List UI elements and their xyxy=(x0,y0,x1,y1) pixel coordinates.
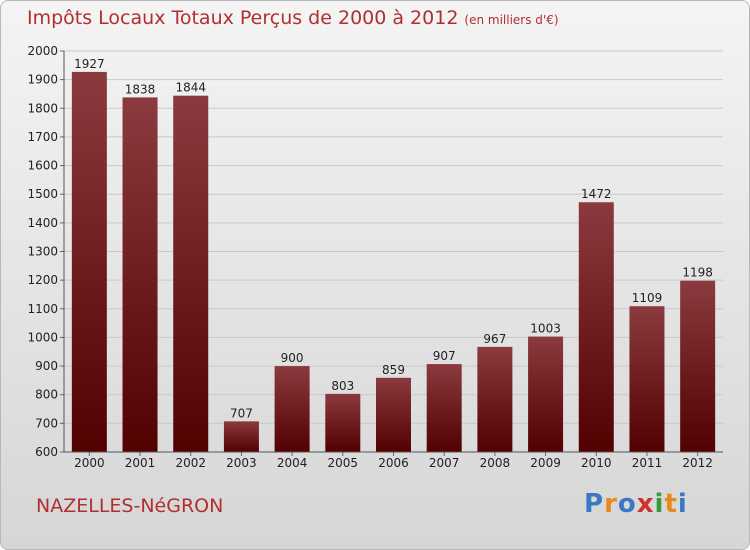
x-axis: 2000 2001 2002 2003 2004 2005 2006 2007 2008 2009… xyxy=(64,451,723,470)
data-label: 1472 xyxy=(581,187,612,201)
x-tick-label: 2003 xyxy=(226,456,257,470)
y-tick-label: 1400 xyxy=(27,216,58,230)
x-tick-label: 2010 xyxy=(581,456,612,470)
logo-letter: r xyxy=(604,489,618,519)
chart-title: Impôts Locaux Totaux Perçus de 2000 à 20… xyxy=(27,7,559,29)
logo-letter: i xyxy=(654,489,665,519)
y-tick-label: 1900 xyxy=(27,73,58,87)
y-tick-label: 1100 xyxy=(27,302,58,316)
bar xyxy=(426,364,462,452)
x-tick-label: 2005 xyxy=(328,456,359,470)
bar xyxy=(528,336,564,452)
data-label: 907 xyxy=(433,349,456,363)
bar xyxy=(376,377,411,452)
bar xyxy=(173,95,209,452)
logo-letter: P xyxy=(584,489,605,519)
y-tick-label: 700 xyxy=(35,416,58,430)
y-axis: 600 700 800 900 1000 1100 1200 1300 1400 1500 1600… xyxy=(27,44,65,459)
logo-letter: i xyxy=(677,489,688,519)
data-label: 707 xyxy=(230,406,253,420)
y-tick-label: 600 xyxy=(35,445,58,459)
bar xyxy=(325,393,361,452)
y-tick-label: 1800 xyxy=(27,101,58,115)
y-tick-label: 1700 xyxy=(27,130,58,144)
x-tick-label: 2001 xyxy=(125,456,156,470)
y-tick-label: 1500 xyxy=(27,187,58,201)
bar xyxy=(71,71,107,452)
bar xyxy=(274,366,310,452)
y-tick-label: 1600 xyxy=(27,159,58,173)
place-name: NAZELLES-NéGRON xyxy=(36,495,224,517)
bar xyxy=(477,346,513,452)
bars-layer xyxy=(71,71,716,452)
data-label: 803 xyxy=(331,379,354,393)
x-tick-label: 2011 xyxy=(632,456,663,470)
x-tick-label: 2002 xyxy=(175,456,206,470)
bar xyxy=(680,280,716,452)
proxiti-logo: Proxiti xyxy=(584,489,688,519)
data-label: 1927 xyxy=(74,57,105,71)
chart-subtitle: (en milliers d'€) xyxy=(464,13,559,27)
logo-letter: o xyxy=(617,489,637,519)
data-label: 900 xyxy=(281,351,304,365)
y-tick-label: 1300 xyxy=(27,245,58,259)
y-tick-label: 900 xyxy=(35,359,58,373)
x-tick-label: 2000 xyxy=(74,456,105,470)
data-label: 967 xyxy=(483,332,506,346)
chart-title-text: Impôts Locaux Totaux Perçus de 2000 à 20… xyxy=(27,7,459,29)
bar xyxy=(578,202,614,452)
data-label: 1109 xyxy=(632,291,663,305)
data-label: 1838 xyxy=(125,82,156,96)
x-tick-label: 2006 xyxy=(378,456,409,470)
bar xyxy=(122,97,158,452)
logo-letter: t xyxy=(664,489,678,519)
bar xyxy=(629,306,665,452)
data-label: 1198 xyxy=(682,266,713,280)
logo-letter: x xyxy=(636,489,655,519)
data-label: 1844 xyxy=(175,81,206,95)
data-label: 1003 xyxy=(530,322,561,336)
data-labels-layer: 1927 1838 1844 707 900 803 859 907 967 1003 1472 11… xyxy=(74,57,713,420)
data-label: 859 xyxy=(382,363,405,377)
x-tick-label: 2004 xyxy=(277,456,308,470)
x-tick-label: 2008 xyxy=(480,456,511,470)
bar xyxy=(223,421,259,452)
y-tick-label: 1000 xyxy=(27,330,58,344)
y-tick-label: 2000 xyxy=(27,44,58,58)
x-tick-label: 2007 xyxy=(429,456,460,470)
x-tick-label: 2012 xyxy=(682,456,713,470)
y-tick-label: 1200 xyxy=(27,273,58,287)
y-tick-label: 800 xyxy=(35,388,58,402)
x-tick-label: 2009 xyxy=(530,456,561,470)
